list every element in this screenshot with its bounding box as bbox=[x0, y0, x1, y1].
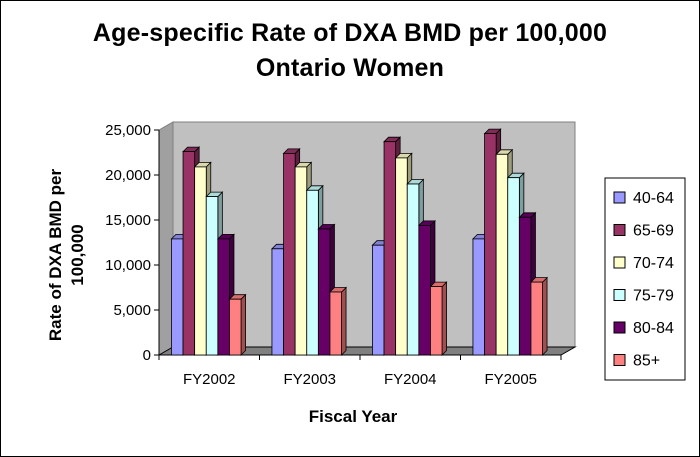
bar-front bbox=[383, 141, 397, 356]
bar-side bbox=[441, 281, 447, 356]
legend-swatch-80-84 bbox=[613, 321, 626, 334]
legend-swatch-85+ bbox=[613, 354, 626, 366]
bar-side bbox=[542, 276, 548, 356]
bar-front bbox=[406, 183, 420, 356]
bar-front bbox=[294, 166, 308, 356]
legend-box bbox=[604, 177, 686, 381]
legend-swatch-70-74 bbox=[613, 256, 626, 269]
y-axis-title: Rate of DXA BMD per 100,000 bbox=[46, 169, 87, 342]
bar-front bbox=[194, 166, 207, 356]
legend-swatch-65-69 bbox=[613, 224, 626, 236]
y-tick-label: 20,000 bbox=[105, 167, 151, 184]
chart-side-wall bbox=[158, 121, 174, 356]
bar-front bbox=[329, 291, 342, 356]
bar-front bbox=[430, 286, 443, 356]
y-axis-title-line-1: Rate of DXA BMD per bbox=[46, 169, 65, 342]
x-tick-label: FY2004 bbox=[384, 371, 437, 388]
x-tick-label: FY2002 bbox=[183, 371, 236, 388]
bar-85+-FY2005 bbox=[529, 276, 549, 356]
bar-front bbox=[395, 157, 408, 356]
bar-front bbox=[495, 153, 509, 356]
bar-front bbox=[418, 224, 431, 356]
legend-label-75-79: 75-79 bbox=[633, 288, 674, 305]
y-tick-label: 10,000 bbox=[105, 257, 151, 274]
bar-side bbox=[341, 286, 347, 356]
legend-swatch-40-64 bbox=[613, 191, 626, 204]
legend-label-70-74: 70-74 bbox=[633, 255, 674, 272]
legend-swatch-75-79 bbox=[613, 289, 626, 301]
y-tick-label: 5,000 bbox=[113, 302, 151, 319]
bar-side bbox=[240, 293, 246, 356]
y-tick-label: 25,000 bbox=[105, 122, 151, 139]
legend-label-40-64: 40-64 bbox=[633, 190, 674, 207]
bar-front bbox=[205, 196, 219, 356]
legend-label-85+: 85+ bbox=[633, 353, 660, 370]
bar-85+-FY2004 bbox=[429, 281, 448, 356]
bar-front bbox=[283, 152, 296, 356]
chart-title-line-1: Age-specific Rate of DXA BMD per 100,000 bbox=[92, 19, 608, 47]
y-tick-label: 0 bbox=[143, 347, 151, 364]
x-axis-title: Fiscal Year bbox=[309, 407, 398, 426]
bar-front bbox=[217, 238, 230, 356]
chart-title-line-2: Ontario Women bbox=[255, 54, 445, 82]
legend-label-80-84: 80-84 bbox=[633, 320, 674, 337]
bar-front bbox=[171, 238, 184, 356]
bar-front bbox=[472, 238, 485, 356]
bar-front bbox=[372, 244, 385, 356]
bar-85+-FY2003 bbox=[328, 286, 348, 356]
bar-front bbox=[306, 189, 319, 356]
bar-front bbox=[317, 228, 331, 356]
legend-label-65-69: 65-69 bbox=[633, 223, 674, 240]
y-axis-title-line-2: 100,000 bbox=[68, 224, 87, 285]
bar-front bbox=[530, 281, 543, 356]
bar-85+-FY2002 bbox=[228, 293, 247, 356]
bar-front bbox=[518, 216, 532, 356]
bar-front bbox=[271, 248, 284, 356]
bar-front bbox=[507, 177, 520, 356]
bar-front bbox=[182, 151, 196, 356]
x-tick-label: FY2005 bbox=[484, 371, 537, 388]
x-tick-label: FY2003 bbox=[283, 371, 336, 388]
y-tick-label: 15,000 bbox=[105, 212, 151, 229]
bar-front bbox=[484, 133, 497, 356]
bar-front bbox=[229, 298, 242, 356]
